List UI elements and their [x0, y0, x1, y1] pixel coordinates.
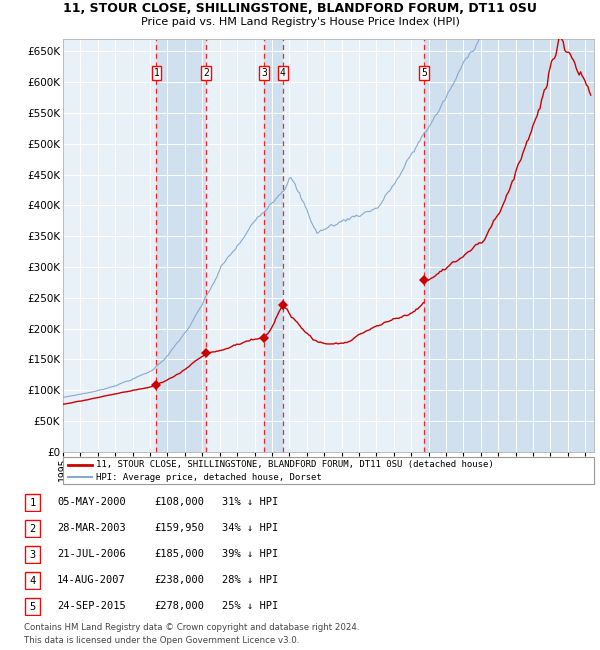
Text: 25% ↓ HPI: 25% ↓ HPI — [222, 601, 278, 612]
Text: 3: 3 — [29, 550, 35, 560]
Text: 4: 4 — [280, 68, 286, 78]
Text: 28% ↓ HPI: 28% ↓ HPI — [222, 575, 278, 586]
Text: 11, STOUR CLOSE, SHILLINGSTONE, BLANDFORD FORUM, DT11 0SU: 11, STOUR CLOSE, SHILLINGSTONE, BLANDFOR… — [63, 1, 537, 14]
Text: 34% ↓ HPI: 34% ↓ HPI — [222, 523, 278, 534]
Text: HPI: Average price, detached house, Dorset: HPI: Average price, detached house, Dors… — [96, 473, 322, 482]
Text: 24-SEP-2015: 24-SEP-2015 — [57, 601, 126, 612]
Bar — [206, 39, 264, 452]
Text: 5: 5 — [421, 68, 427, 78]
Text: £238,000: £238,000 — [154, 575, 204, 586]
Text: 2: 2 — [203, 68, 209, 78]
Text: 1: 1 — [29, 498, 35, 508]
Text: £185,000: £185,000 — [154, 549, 204, 560]
Text: Contains HM Land Registry data © Crown copyright and database right 2024.: Contains HM Land Registry data © Crown c… — [24, 623, 359, 632]
Text: This data is licensed under the Open Government Licence v3.0.: This data is licensed under the Open Gov… — [24, 636, 299, 645]
Bar — [264, 39, 283, 452]
Text: 39% ↓ HPI: 39% ↓ HPI — [222, 549, 278, 560]
Text: 1: 1 — [154, 68, 160, 78]
Text: 14-AUG-2007: 14-AUG-2007 — [57, 575, 126, 586]
Text: 3: 3 — [261, 68, 267, 78]
Text: £278,000: £278,000 — [154, 601, 204, 612]
Text: 28-MAR-2003: 28-MAR-2003 — [57, 523, 126, 534]
Text: 2: 2 — [29, 524, 35, 534]
Text: £108,000: £108,000 — [154, 497, 204, 508]
Text: 11, STOUR CLOSE, SHILLINGSTONE, BLANDFORD FORUM, DT11 0SU (detached house): 11, STOUR CLOSE, SHILLINGSTONE, BLANDFOR… — [96, 460, 494, 469]
Text: 5: 5 — [29, 602, 35, 612]
Bar — [63, 39, 157, 452]
Bar — [283, 39, 424, 452]
Text: Price paid vs. HM Land Registry's House Price Index (HPI): Price paid vs. HM Land Registry's House … — [140, 16, 460, 27]
Bar — [157, 39, 206, 452]
Text: 4: 4 — [29, 576, 35, 586]
Text: 31% ↓ HPI: 31% ↓ HPI — [222, 497, 278, 508]
Text: 05-MAY-2000: 05-MAY-2000 — [57, 497, 126, 508]
Bar — [424, 39, 594, 452]
Text: 21-JUL-2006: 21-JUL-2006 — [57, 549, 126, 560]
Text: £159,950: £159,950 — [154, 523, 204, 534]
